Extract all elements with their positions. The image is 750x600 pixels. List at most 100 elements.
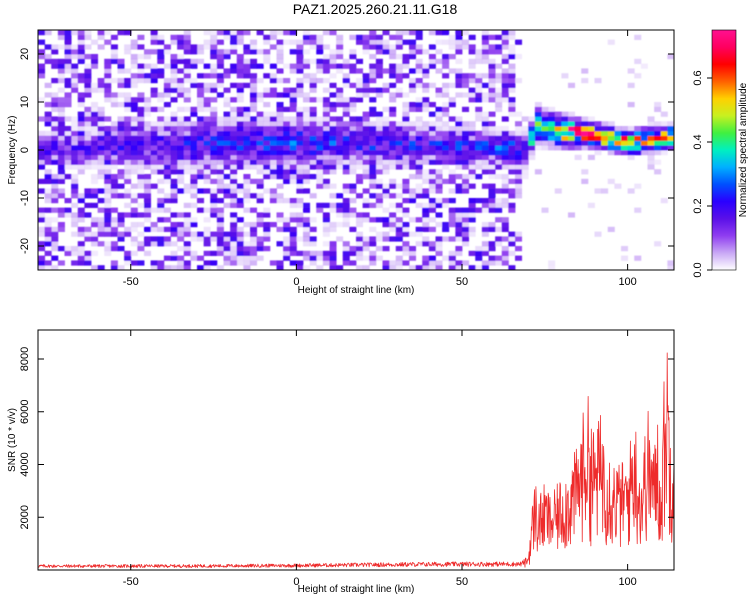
heatmap-cell [309,164,317,170]
heatmap-cell [362,140,370,146]
heatmap-cell [150,39,158,45]
heatmap-cell [442,121,450,127]
heatmap-cell [422,188,430,194]
heatmap-cell [44,145,52,151]
heatmap-cell [51,58,59,64]
heatmap-cell [534,169,542,175]
heatmap-cell [316,97,324,103]
heatmap-cell [296,260,304,266]
heatmap-cell [495,202,503,208]
heatmap-cell [634,130,642,136]
heatmap-cell [455,82,463,88]
heatmap-cell [130,130,138,136]
heatmap-cell [389,236,397,242]
heatmap-cell [495,241,503,247]
heatmap-cell [336,150,344,156]
heatmap-cell [157,92,165,98]
heatmap-cell [561,111,569,117]
heatmap-cell [415,217,423,223]
heatmap-cell [117,150,125,156]
heatmap-cell [495,78,503,84]
spectrogram-y-tick-label: 10 [19,96,31,108]
heatmap-cell [475,265,483,270]
heatmap-cell [190,145,198,151]
heatmap-cell [216,49,224,55]
heatmap-cell [77,159,85,165]
heatmap-cell [316,116,324,122]
heatmap-cell [289,246,297,252]
heatmap-cell [190,255,198,261]
heatmap-cell [481,207,489,213]
heatmap-cell [435,130,443,136]
heatmap-cell [177,178,185,184]
heatmap-cell [163,145,171,151]
heatmap-cell [144,183,152,189]
heatmap-cell [468,140,476,146]
heatmap-cell [389,54,397,60]
heatmap-cell [316,63,324,69]
heatmap-cell [137,222,145,228]
heatmap-cell [223,135,231,141]
heatmap-cell [144,150,152,156]
heatmap-cell [144,111,152,117]
heatmap-cell [130,145,138,151]
heatmap-cell [230,188,238,194]
heatmap-cell [77,246,85,252]
heatmap-cell [256,183,264,189]
heatmap-cell [283,178,291,184]
heatmap-cell [157,198,165,204]
heatmap-cell [250,145,258,151]
heatmap-cell [57,58,65,64]
heatmap-cell [137,174,145,180]
heatmap-cell [64,207,72,213]
heatmap-cell [150,140,158,146]
heatmap-cell [508,236,516,242]
heatmap-cell [84,34,92,40]
heatmap-cell [203,126,211,132]
heatmap-cell [342,207,350,213]
heatmap-cell [309,140,317,146]
heatmap-cell [442,150,450,156]
heatmap-cell [230,30,238,36]
heatmap-cell [548,145,556,151]
heatmap-cell [289,260,297,266]
heatmap-cell [468,207,476,213]
heatmap-cell [375,49,383,55]
heatmap-cell [230,145,238,151]
heatmap-cell [508,106,516,112]
heatmap-cell [210,126,218,132]
heatmap-cell [442,58,450,64]
heatmap-cell [203,106,211,112]
heatmap-cell [356,178,364,184]
heatmap-cell [177,130,185,136]
heatmap-cell [322,102,330,108]
heatmap-cell [110,150,118,156]
heatmap-cell [375,39,383,45]
heatmap-cell [375,121,383,127]
heatmap-cell [322,30,330,36]
heatmap-cell [528,121,536,127]
heatmap-cell [190,236,198,242]
heatmap-cell [124,102,132,108]
heatmap-cell [607,178,615,184]
heatmap-cell [475,250,483,256]
heatmap-cell [501,260,509,266]
heatmap-cell [395,63,403,69]
heatmap-cell [495,174,503,180]
heatmap-cell [495,154,503,160]
heatmap-cell [197,198,205,204]
heatmap-cell [336,126,344,132]
heatmap-cell [362,202,370,208]
heatmap-cell [587,202,595,208]
heatmap-cell [216,154,224,160]
heatmap-cell [422,178,430,184]
heatmap-cell [455,222,463,228]
heatmap-cell [309,241,317,247]
heatmap-cell [468,145,476,151]
heatmap-cell [667,145,674,151]
heatmap-cell [336,39,344,45]
heatmap-cell [621,150,629,156]
heatmap-cell [508,78,516,84]
heatmap-cell [230,49,238,55]
